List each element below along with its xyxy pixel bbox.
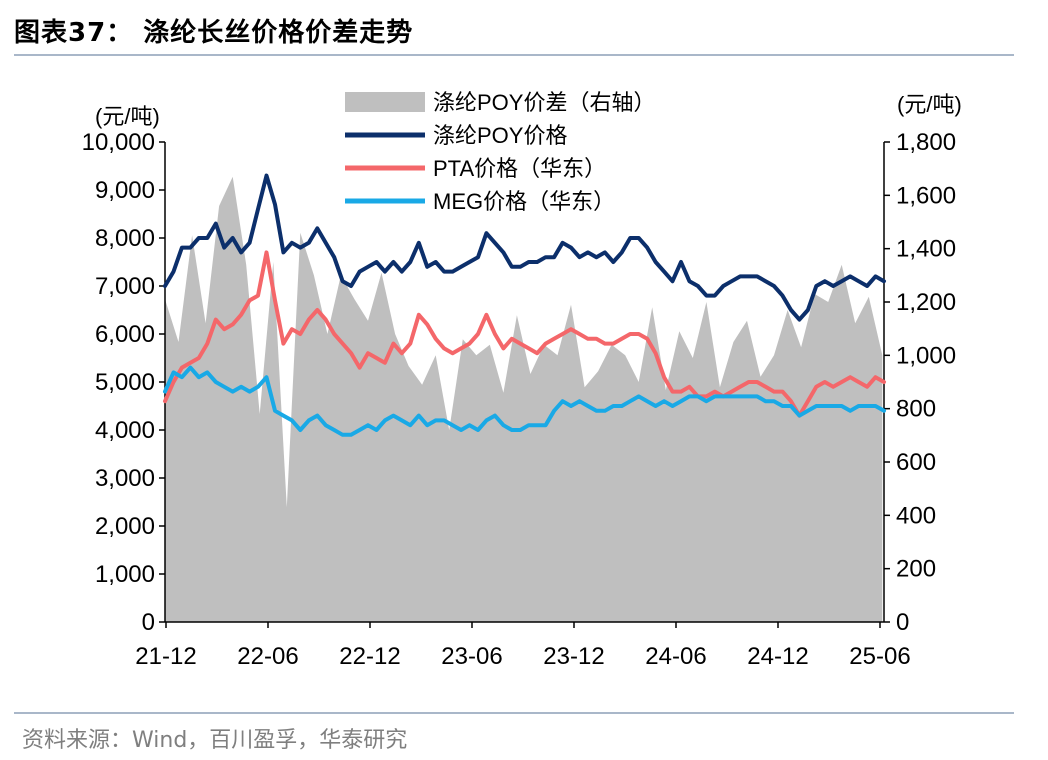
y-left-tick-label: 0 <box>142 609 155 636</box>
y-right-tick-label: 600 <box>896 449 936 476</box>
series-line-2 <box>163 250 886 418</box>
legend-label: PTA价格（华东） <box>433 156 606 181</box>
x-tick-label: 24-06 <box>645 643 706 670</box>
chart-canvas: 0 1,000 2,000 3,000 4,000 5,000 6,000 7,000 8,00… <box>82 90 962 670</box>
x-tick-label: 25-06 <box>849 643 910 670</box>
x-tick-label: 21-12 <box>135 643 196 670</box>
y-left-tick-label: 6,000 <box>95 321 155 348</box>
y-right-tick-label: 1,800 <box>896 129 956 156</box>
y-right-tick-label: 1,600 <box>896 182 956 209</box>
y-right-tick-label: 200 <box>896 556 936 583</box>
y-right-tick-label: 1,200 <box>896 289 956 316</box>
x-tick-label: 22-06 <box>237 643 298 670</box>
legend-label: MEG价格（华东） <box>433 189 615 214</box>
x-tick-label: 24-12 <box>747 643 808 670</box>
y-left-tick-label: 2,000 <box>95 513 155 540</box>
source-note: 资料来源：Wind，百川盈孚，华泰研究 <box>22 728 408 753</box>
series-area-0 <box>165 176 883 622</box>
y-left-unit-label: (元/吨) <box>95 104 160 129</box>
y-right-tick-label: 1,400 <box>896 236 956 263</box>
y-left-tick-label: 9,000 <box>95 177 155 204</box>
chart-title: 图表37： 涤纶长丝价格价差走势 <box>14 18 414 48</box>
y-right-tick-label: 0 <box>896 609 909 636</box>
y-left-tick-label: 8,000 <box>95 225 155 252</box>
y-left-tick-label: 7,000 <box>95 273 155 300</box>
legend-label: 涤纶POY价差（右轴） <box>433 90 655 115</box>
x-tick-label: 23-06 <box>441 643 502 670</box>
series-line-1 <box>163 173 886 322</box>
x-tick-label: 22-12 <box>339 643 400 670</box>
price-lines-layer <box>163 173 886 437</box>
spread-area-layer <box>165 176 883 622</box>
footer-divider <box>14 712 1014 714</box>
y-right-tick-label: 1,000 <box>896 342 956 369</box>
y-left-tick-label: 3,000 <box>95 465 155 492</box>
axis-text-layer: 0 1,000 2,000 3,000 4,000 5,000 6,000 7,000 8,00… <box>82 92 962 670</box>
legend: 涤纶POY价差（右轴） 涤纶POY价格 PTA价格（华东） MEG价格（华东） <box>345 90 655 214</box>
y-left-tick-label: 4,000 <box>95 417 155 444</box>
y-left-tick-label: 1,000 <box>95 561 155 588</box>
y-left-tick-label: 10,000 <box>82 129 155 156</box>
x-tick-label: 23-12 <box>543 643 604 670</box>
y-left-tick-label: 5,000 <box>95 369 155 396</box>
y-right-tick-label: 400 <box>896 502 936 529</box>
y-right-unit-label: (元/吨) <box>897 92 962 117</box>
series-line-3 <box>163 365 886 437</box>
legend-swatch-area <box>345 92 425 112</box>
legend-label: 涤纶POY价格 <box>433 123 567 148</box>
title-divider <box>14 54 1014 56</box>
y-right-tick-label: 800 <box>896 396 936 423</box>
